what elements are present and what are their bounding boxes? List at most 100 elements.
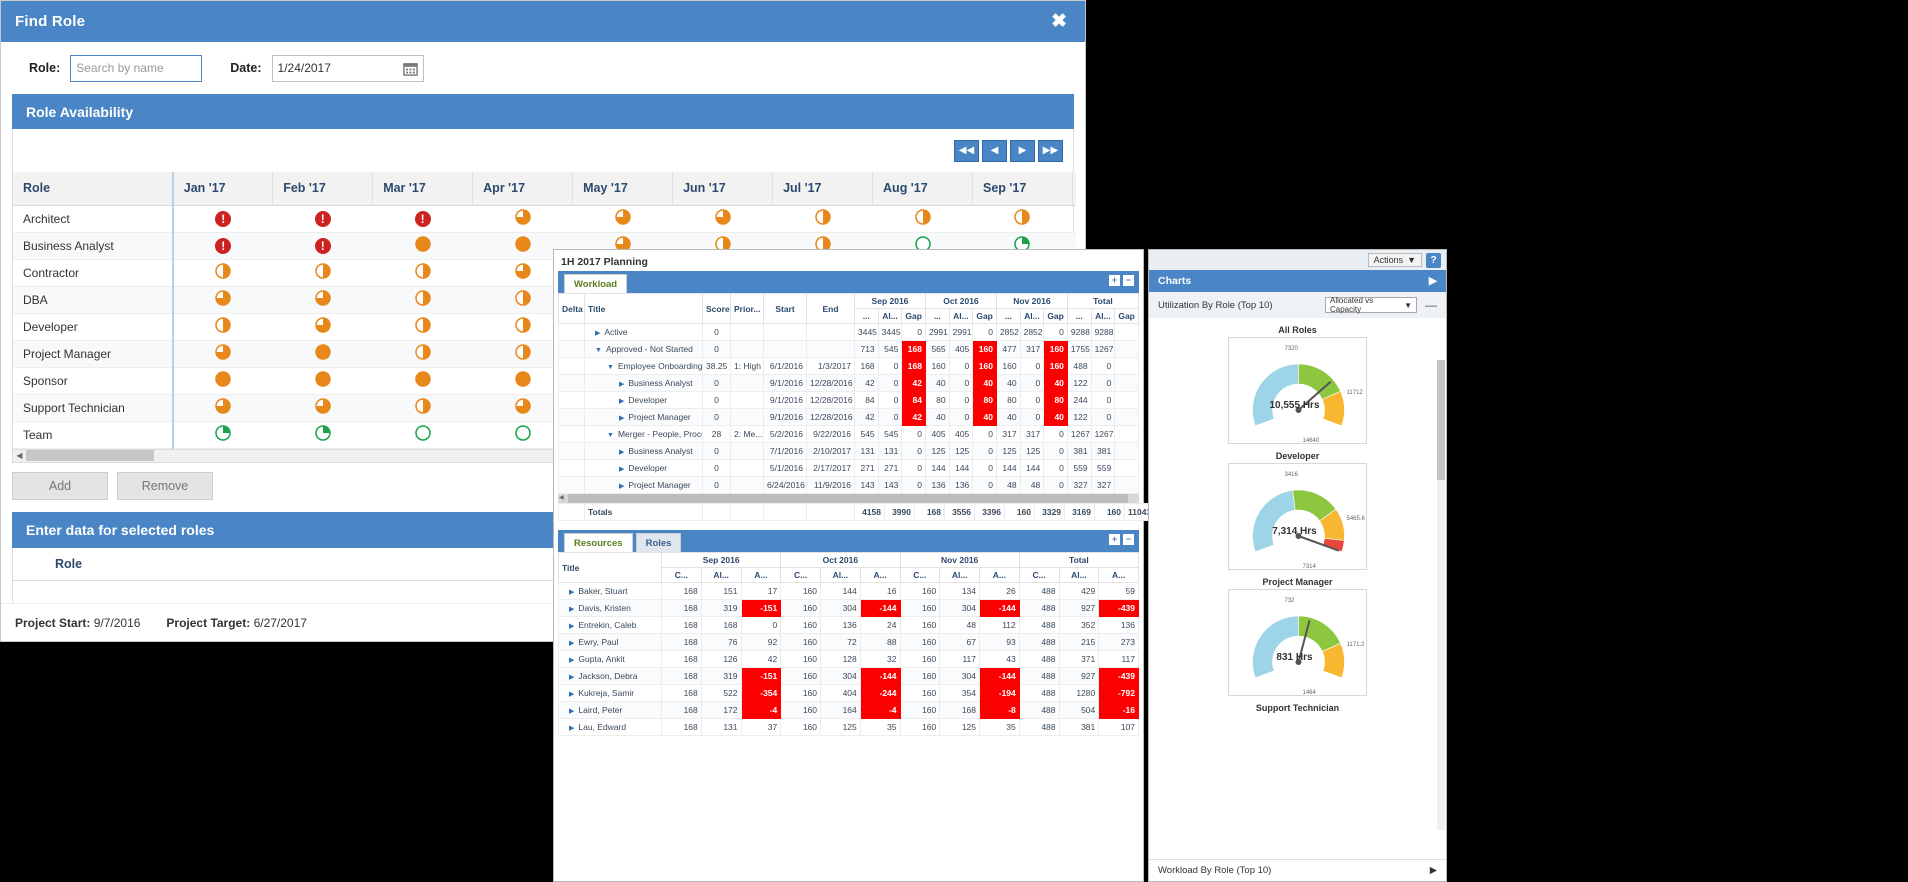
table-row[interactable]: ▶ Jackson, Debra 168 319 -151 160 304 -144 160 30… — [558, 667, 1139, 685]
column-header-role[interactable]: Role — [13, 172, 174, 206]
column-header-A[interactable]: A... — [979, 567, 1020, 583]
table-row[interactable]: ▼Employee Onboarding Syst...38.251: High… — [558, 357, 1139, 375]
mode-select[interactable]: Allocated vs Capacity ▼ — [1325, 296, 1417, 314]
close-icon[interactable]: ✖ — [1051, 11, 1067, 32]
table-row[interactable]: ▶ Developer 0 5/1/2016 2/17/2017 271 271 0 144 14… — [558, 459, 1139, 477]
scrollbar-thumb[interactable] — [568, 494, 1128, 503]
scrollbar-thumb[interactable] — [1437, 360, 1445, 480]
column-header-may-17[interactable]: May '17 — [572, 172, 674, 206]
help-icon[interactable]: ? — [1426, 252, 1441, 268]
chevron-right-icon[interactable]: ▶ — [1428, 275, 1437, 287]
chevron-right-icon[interactable]: ▶ — [569, 606, 575, 613]
column-header-C[interactable]: C... — [661, 567, 702, 583]
column-header-score[interactable]: Score — [702, 293, 731, 324]
collapse-icon[interactable]: − — [1123, 275, 1134, 286]
column-header-[interactable]: ... — [1066, 308, 1092, 324]
chevron-right-icon[interactable]: ▶ — [569, 623, 575, 630]
table-row[interactable]: ▶ Laird, Peter 168 172 -4 160 164 -4 160 168 -8 488… — [558, 701, 1139, 719]
chevron-right-icon[interactable]: ▶ — [619, 415, 625, 422]
add-button[interactable]: Add — [12, 471, 108, 500]
table-row[interactable]: ▶ Developer 0 9/1/2016 12/28/2016 84 0 84 80 0 80 8… — [558, 391, 1139, 409]
column-header-end[interactable]: End — [806, 293, 855, 324]
table-row[interactable]: ▶ Project Manager 0 9/1/2016 12/28/2016 42 0 42… — [558, 408, 1139, 426]
column-header-feb-17[interactable]: Feb '17 — [272, 172, 374, 206]
column-header-Gap[interactable]: Gap — [901, 308, 926, 324]
column-header-Gap[interactable]: Gap — [1114, 308, 1139, 324]
column-header-C[interactable]: C... — [899, 567, 941, 583]
chevron-right-icon[interactable]: ▶ — [569, 708, 575, 715]
chevron-right-icon[interactable]: ▶ — [595, 330, 601, 337]
column-header-A[interactable]: A... — [859, 567, 901, 583]
chevron-right-icon[interactable]: ▶ — [569, 589, 575, 596]
remove-button[interactable]: Remove — [117, 471, 213, 500]
chevron-down-icon[interactable]: ▼ — [595, 347, 602, 354]
chevron-right-icon[interactable]: ▶ — [569, 691, 575, 698]
column-header-Al[interactable]: Al... — [939, 567, 980, 583]
column-header-jan-17[interactable]: Jan '17 — [172, 172, 274, 206]
column-header-Al[interactable]: Al... — [820, 567, 861, 583]
column-header-sep-17[interactable]: Sep '17 — [972, 172, 1073, 206]
chevron-right-icon[interactable]: ▶ — [619, 449, 625, 456]
column-header-aug-17[interactable]: Aug '17 — [872, 172, 973, 206]
chevron-right-icon[interactable]: ▶ — [569, 725, 575, 732]
column-header-apr-17[interactable]: Apr '17 — [472, 172, 574, 206]
table-row[interactable]: ▶ Lau, Edward 168 131 37 160 125 35 160 125 35 488 3… — [558, 718, 1139, 736]
search-input[interactable] — [70, 54, 203, 82]
scroll-left-icon[interactable]: ◀ — [559, 495, 564, 501]
chevron-right-icon[interactable]: ▶ — [569, 674, 575, 681]
column-header-start[interactable]: Start — [763, 293, 807, 324]
table-row[interactable]: ▶ Project Manager 0 6/24/2016 11/9/2016 143 14… — [558, 476, 1139, 494]
next-page-button[interactable]: ▶ — [1010, 139, 1035, 162]
column-header-C[interactable]: C... — [1018, 567, 1060, 583]
column-header-A[interactable]: A... — [1098, 567, 1139, 583]
column-header-Al[interactable]: Al... — [1090, 308, 1116, 324]
first-page-button[interactable]: ◀◀ — [954, 139, 979, 162]
column-header-Al[interactable]: Al... — [1019, 308, 1045, 324]
column-header-Al[interactable]: Al... — [948, 308, 974, 324]
table-row[interactable]: ▶ Ewry, Paul 168 76 92 160 72 88 160 67 93 488 215 27… — [558, 633, 1139, 651]
column-header-Gap[interactable]: Gap — [972, 308, 997, 324]
chevron-right-icon[interactable]: ▶ — [619, 381, 625, 388]
tab-workload[interactable]: Workload — [564, 274, 628, 293]
table-row[interactable]: ▶ Gupta, Ankit 168 126 42 160 128 32 160 117 43 488… — [558, 650, 1139, 668]
column-header-[interactable]: ... — [995, 308, 1021, 324]
scrollbar-thumb[interactable] — [26, 450, 154, 461]
column-header-mar-17[interactable]: Mar '17 — [372, 172, 474, 206]
chevron-right-icon[interactable]: ▶ — [619, 483, 625, 490]
column-header-[interactable]: ... — [854, 308, 879, 324]
column-header-title[interactable]: Title — [584, 293, 703, 324]
workload-hscrollbar[interactable]: ◀ — [558, 494, 1139, 503]
collapse-icon[interactable]: − — [1123, 534, 1134, 545]
chevron-down-icon[interactable]: ▼ — [607, 432, 614, 439]
column-header-Gap[interactable]: Gap — [1043, 308, 1068, 324]
table-row[interactable]: ▶ Entrekin, Caleb 168 168 0 160 136 24 160 48 112 4… — [558, 616, 1139, 634]
date-input[interactable] — [272, 55, 391, 81]
chevron-right-icon[interactable]: ▶ — [569, 657, 575, 664]
table-row[interactable]: ▶ Business Analyst 0 7/1/2016 2/10/2017 131 13… — [558, 442, 1139, 460]
tab-resources[interactable]: Resources — [564, 533, 633, 552]
table-row[interactable]: ▼Merger - People, Process, ...282: Me...… — [558, 425, 1139, 443]
table-row[interactable]: ▶ Business Analyst 0 9/1/2016 12/28/2016 42 0 4… — [558, 374, 1139, 392]
prev-page-button[interactable]: ◀ — [982, 139, 1007, 162]
column-header-A[interactable]: A... — [740, 567, 782, 583]
column-header-jun-17[interactable]: Jun '17 — [672, 172, 774, 206]
calendar-icon[interactable] — [402, 61, 418, 76]
chevron-right-icon[interactable]: ▶ — [619, 466, 625, 473]
column-header-prior-[interactable]: Prior... — [730, 293, 764, 324]
expand-icon[interactable]: + — [1109, 275, 1120, 286]
table-row[interactable]: ▶ Kukreja, Samir 168 522 -354 160 404 -244 160 35… — [558, 684, 1139, 702]
column-header-oct-17[interactable]: Oct '17 — [1072, 172, 1076, 206]
table-row[interactable]: ▶ Baker, Stuart 168 151 17 160 144 16 160 134 26 48… — [558, 582, 1139, 600]
charts-vertical-scrollbar[interactable] — [1437, 360, 1445, 830]
column-header-Al[interactable]: Al... — [1058, 567, 1100, 583]
table-row[interactable]: ▶ Active 0 3445 3445 0 2991 2991 0 2852 2852 0 9288 9… — [558, 323, 1139, 341]
column-header-jul-17[interactable]: Jul '17 — [772, 172, 874, 206]
column-header-Al[interactable]: Al... — [877, 308, 903, 324]
tab-roles[interactable]: Roles — [635, 533, 682, 552]
chevron-right-icon[interactable]: ▶ — [619, 398, 625, 405]
column-header-[interactable]: ... — [924, 308, 950, 324]
date-field-wrapper[interactable] — [271, 54, 424, 82]
column-header-C[interactable]: C... — [780, 567, 821, 583]
column-header-Al[interactable]: Al... — [700, 567, 742, 583]
minimize-icon[interactable]: — — [1425, 298, 1437, 312]
